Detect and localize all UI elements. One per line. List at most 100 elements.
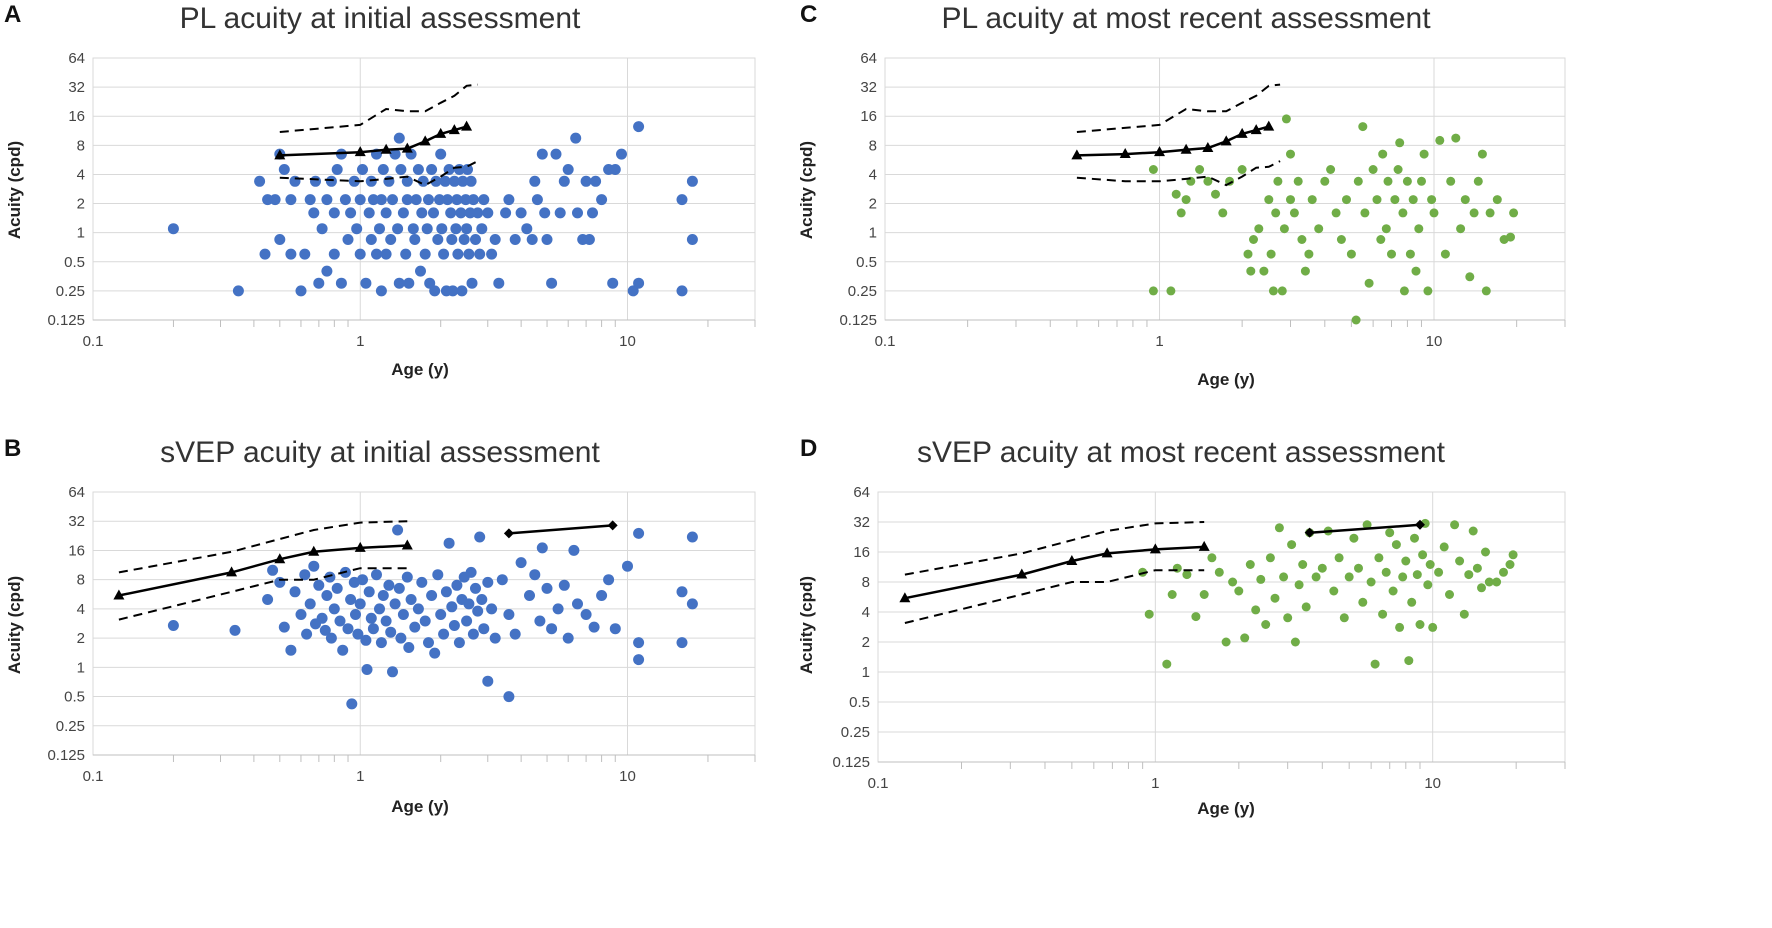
data-point: [482, 675, 494, 687]
data-point: [552, 603, 564, 615]
panel-letter: B: [4, 435, 21, 462]
data-point: [387, 194, 398, 206]
y-tick-label: 0.125: [47, 312, 85, 329]
data-point: [536, 148, 548, 160]
y-tick-label: 16: [68, 108, 85, 125]
data-point: [1484, 577, 1494, 587]
data-point: [415, 265, 426, 277]
data-point: [539, 207, 551, 219]
data-point: [1464, 570, 1474, 580]
data-point: [1395, 138, 1405, 148]
data-point: [1459, 609, 1469, 619]
data-point: [304, 194, 316, 206]
data-point: [421, 223, 433, 235]
x-tick-label: 10: [1426, 333, 1443, 350]
data-point: [352, 628, 364, 640]
data-point: [686, 531, 698, 543]
data-point: [435, 609, 447, 620]
x-axis-label: Age (y): [1197, 799, 1255, 818]
panel-a: A PL acuity at initial assessment 0.125 0.2…: [4, 1, 756, 379]
data-point: [1362, 520, 1372, 530]
data-point: [529, 569, 541, 581]
data-point: [316, 223, 328, 235]
data-point: [1402, 176, 1412, 186]
data-point: [452, 248, 464, 260]
y-tick-label: 0.25: [848, 283, 877, 300]
x-tick-label: 0.1: [83, 768, 104, 785]
data-point: [339, 194, 351, 206]
data-point: [1446, 176, 1456, 186]
data-point: [1411, 266, 1421, 276]
norm-mean-marker: [899, 592, 911, 603]
norm-mean-marker: [113, 589, 125, 600]
data-point: [1304, 249, 1314, 259]
data-point: [443, 537, 455, 549]
data-point: [1331, 208, 1341, 218]
data-point: [401, 571, 413, 583]
data-point: [686, 598, 698, 610]
data-point: [428, 207, 439, 219]
data-point: [350, 609, 361, 620]
data-point: [1364, 278, 1374, 288]
y-tick-label: 0.5: [64, 254, 85, 271]
data-point: [1293, 176, 1303, 186]
data-point: [1298, 560, 1308, 569]
lower-norm-limit: [1076, 160, 1281, 187]
y-tick-label: 4: [77, 166, 85, 183]
data-point: [435, 148, 447, 160]
data-point: [1166, 286, 1176, 296]
data-point: [1274, 523, 1284, 533]
data-point: [342, 234, 354, 245]
data-point: [371, 569, 382, 581]
data-point: [262, 594, 274, 605]
data-point: [558, 579, 570, 591]
data-point: [1399, 286, 1409, 296]
data-point: [393, 132, 405, 144]
y-tick-label: 2: [77, 630, 85, 647]
data-point: [445, 207, 457, 219]
norm-mean-marker: [461, 120, 473, 131]
plot-area: [92, 57, 756, 321]
upper-norm-limit: [904, 521, 1205, 576]
adult-norm-line: [508, 524, 613, 535]
data-point: [1162, 659, 1172, 669]
y-tick-label: 8: [862, 574, 870, 591]
data-point: [1465, 272, 1475, 282]
data-point: [393, 582, 405, 594]
data-point: [267, 564, 279, 576]
data-point: [285, 644, 297, 656]
data-point: [1286, 195, 1295, 205]
data-point: [1387, 249, 1396, 259]
data-point: [1261, 620, 1271, 629]
data-point: [588, 621, 600, 633]
data-point: [392, 223, 404, 235]
data-point: [1378, 609, 1388, 619]
data-point: [466, 277, 478, 289]
data-point: [1264, 195, 1274, 205]
data-point: [1277, 286, 1287, 296]
data-point: [1211, 189, 1220, 199]
data-point: [1398, 208, 1408, 218]
norm-mean-marker: [354, 146, 366, 157]
data-point: [403, 277, 415, 289]
y-tick-label: 0.125: [839, 312, 877, 329]
data-point: [676, 637, 688, 649]
data-point: [416, 576, 428, 588]
data-point: [1307, 195, 1317, 205]
data-point: [429, 647, 441, 659]
data-point: [1425, 560, 1435, 569]
data-point: [395, 632, 407, 644]
data-point: [1266, 249, 1276, 259]
data-point: [470, 582, 481, 594]
panel-c: C PL acuity at most recent assessment0.12…: [797, 1, 1566, 389]
data-point: [1254, 224, 1264, 234]
norm-mean-marker: [435, 127, 447, 138]
data-point: [596, 194, 608, 206]
adult-norm-marker: [1304, 527, 1315, 538]
data-point: [1439, 542, 1449, 552]
adult-norm-marker: [503, 528, 514, 539]
data-point: [476, 223, 488, 235]
norm-mean-marker: [1071, 149, 1083, 160]
data-point: [448, 175, 460, 187]
data-point: [1329, 586, 1339, 596]
